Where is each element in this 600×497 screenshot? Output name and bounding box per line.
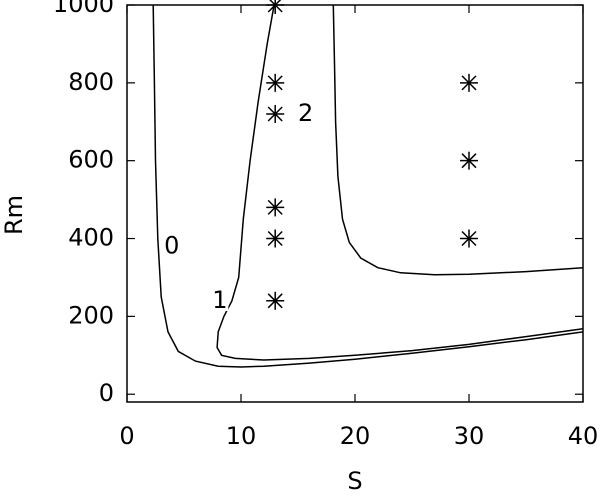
asterisk-stroke (461, 230, 477, 247)
asterisk-stroke (267, 75, 283, 91)
x-tick-label: 30 (454, 422, 485, 450)
asterisk-stroke (267, 0, 282, 13)
plot-frame (126, 4, 584, 403)
contour-label: 2 (298, 99, 313, 127)
x-tick-label: 40 (568, 422, 599, 450)
asterisk-stroke (461, 75, 477, 91)
asterisk-marker (266, 198, 285, 217)
x-axis-label: S (347, 467, 362, 495)
y-tick-label: 400 (68, 224, 114, 252)
y-tick-label: 800 (68, 68, 114, 96)
asterisk-stroke (267, 293, 283, 309)
asterisk-stroke (461, 153, 477, 169)
contour-line (216, 4, 584, 361)
x-tick-label: 0 (119, 422, 134, 450)
contour-label: 1 (212, 286, 227, 314)
contour-line (152, 4, 584, 368)
y-tick-label: 600 (68, 146, 114, 174)
contour-line (332, 4, 584, 276)
asterisk-marker (460, 151, 478, 170)
asterisk-marker (460, 73, 478, 92)
y-tick-label: 1000 (53, 0, 114, 18)
x-tick-label: 10 (226, 422, 257, 450)
x-tick-label: 20 (340, 422, 371, 450)
y-tick-label: 0 (99, 379, 114, 407)
asterisk-marker (266, 104, 285, 123)
y-axis-label: Rm (0, 195, 28, 235)
asterisk-stroke (267, 106, 283, 122)
asterisk-marker (266, 0, 285, 14)
asterisk-marker (266, 291, 285, 310)
asterisk-stroke (267, 199, 283, 215)
asterisk-marker (266, 73, 285, 92)
contour-label: 0 (164, 232, 179, 260)
asterisk-stroke (267, 230, 283, 247)
asterisk-marker (460, 229, 478, 248)
asterisk-marker (266, 229, 285, 248)
y-tick-label: 200 (68, 301, 114, 329)
